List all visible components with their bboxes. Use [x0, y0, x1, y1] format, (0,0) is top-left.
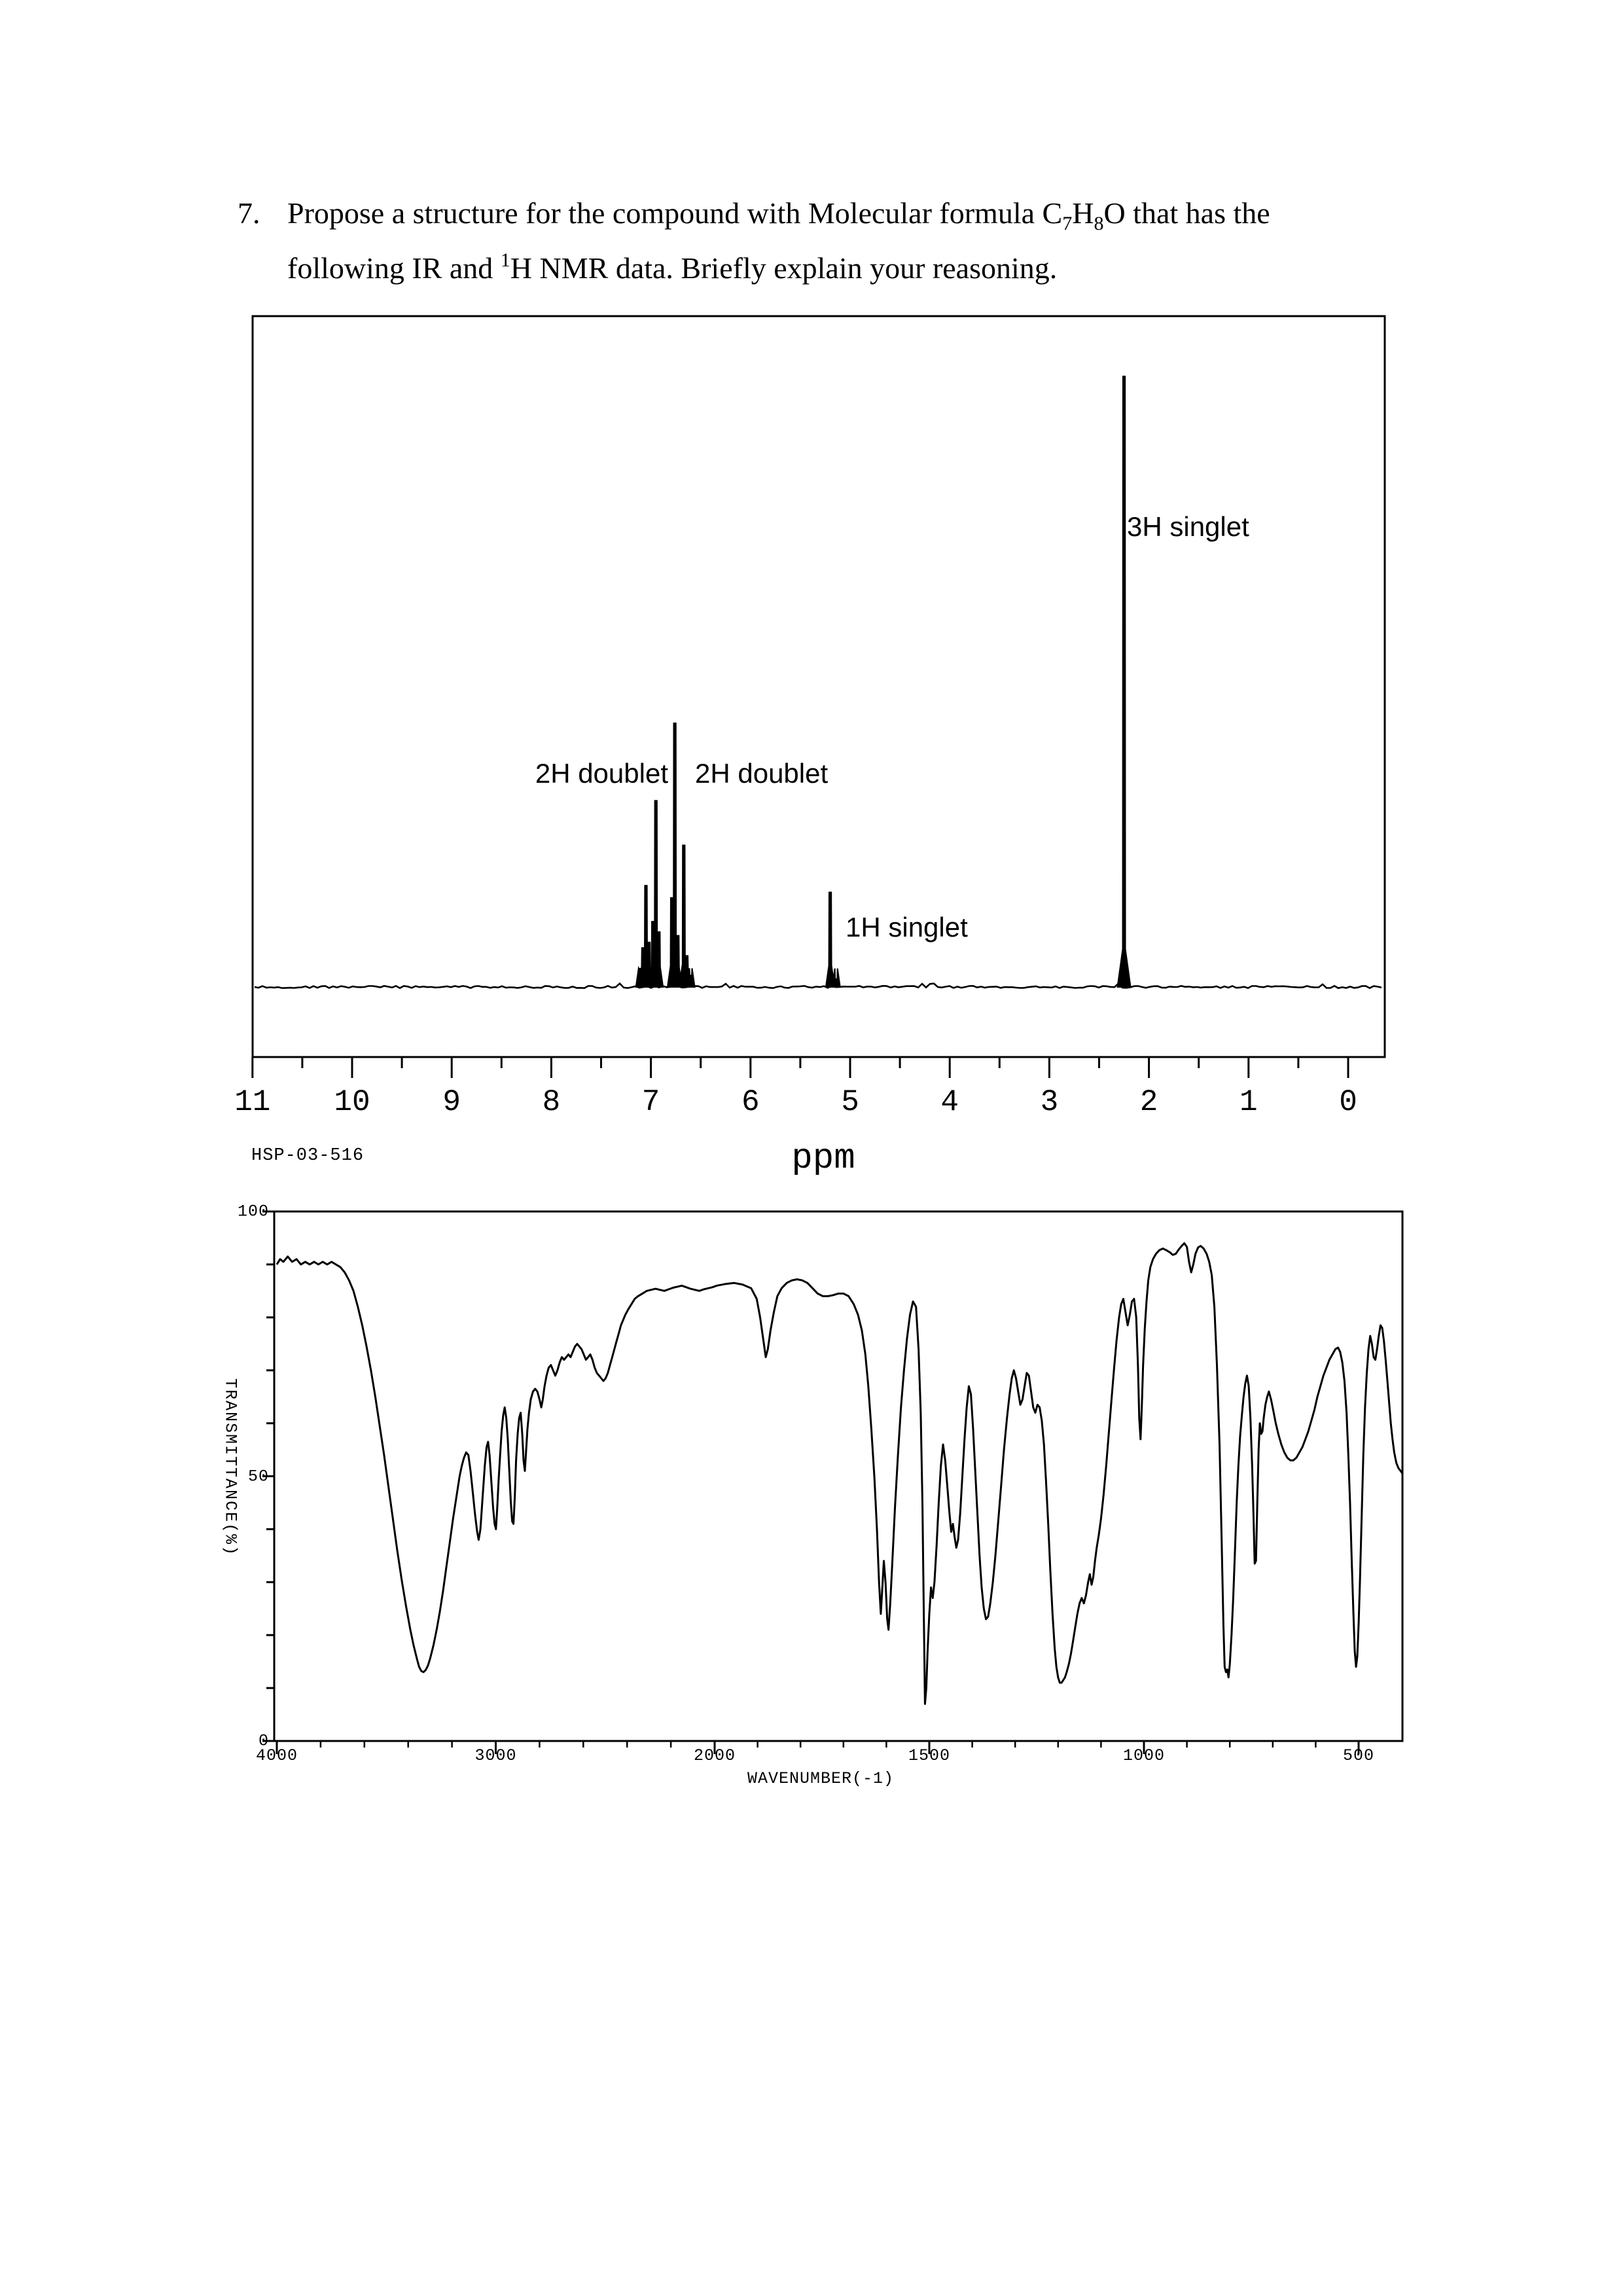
ir-plot-frame	[273, 1210, 1404, 1742]
formula-subscript: 8	[1094, 213, 1104, 234]
nmr-tick-label: 2	[1139, 1085, 1158, 1119]
formula-subscript: 7	[1062, 213, 1073, 234]
nmr-peak	[825, 891, 836, 988]
ir-trace	[276, 1242, 1404, 1705]
ir-x-tick-label: 1000	[1122, 1746, 1166, 1765]
ir-yaxis-title: TRANSMITTANCE(%)	[221, 1378, 240, 1557]
nmr-tick-label: 6	[741, 1085, 760, 1119]
nmr-peak	[831, 968, 841, 988]
question-number: 7.	[238, 196, 260, 230]
ir-x-tick-label: 500	[1342, 1746, 1375, 1765]
nmr-tick-label: 5	[841, 1085, 859, 1119]
ir-xaxis-title: WAVENUMBER(-1)	[747, 1769, 895, 1788]
ir-y-tick-label: 100	[237, 1202, 269, 1221]
nmr-baseline	[254, 982, 1382, 990]
nmr-tick-label: 3	[1040, 1085, 1059, 1119]
ir-y-tick-label: 0	[258, 1731, 269, 1751]
ir-y-tick-label: 50	[247, 1467, 269, 1486]
nmr-tick-label: 10	[334, 1085, 370, 1119]
nmr-superscript: 1	[500, 249, 510, 271]
nmr-tick-label: 8	[542, 1085, 561, 1119]
nmr-plot-frame	[251, 315, 1386, 1058]
question-body: Propose a structure for the compound wit…	[287, 196, 1270, 285]
nmr-tick-label: 0	[1339, 1085, 1357, 1119]
nmr-annotation-doublet-right: 2H doublet	[695, 758, 829, 789]
nmr-tick-label: 1	[1239, 1085, 1258, 1119]
nmr-peak	[654, 931, 664, 988]
nmr-tick-label: 9	[442, 1085, 461, 1119]
nmr-sample-id: HSP-03-516	[251, 1146, 365, 1166]
nmr-peak	[686, 968, 696, 988]
nmr-annotation-1h-singlet: 1H singlet	[846, 912, 968, 942]
ir-x-tick-label: 3000	[474, 1746, 517, 1765]
nmr-tick-label: 4	[940, 1085, 959, 1119]
nmr-peak	[1116, 376, 1132, 988]
nmr-annotation-doublet-left: 2H doublet	[535, 758, 668, 789]
nmr-annotation-3h-singlet: 3H singlet	[1127, 511, 1249, 542]
question-text: 7. Propose a structure for the compound …	[238, 195, 1409, 287]
ir-x-tick-label: 4000	[255, 1746, 298, 1765]
ir-x-tick-label: 1500	[908, 1746, 951, 1765]
ir-x-tick-label: 2000	[693, 1746, 736, 1765]
nmr-tick-label: 11	[234, 1085, 271, 1119]
nmr-axis-title: ppm	[791, 1139, 855, 1179]
nmr-tick-label: 7	[641, 1085, 660, 1119]
